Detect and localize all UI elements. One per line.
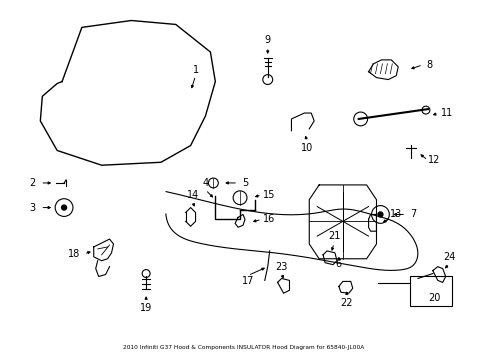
Text: 7: 7 [409, 210, 415, 220]
Circle shape [377, 212, 382, 217]
Text: 9: 9 [264, 35, 270, 45]
Text: 13: 13 [389, 210, 402, 220]
Text: 1: 1 [192, 65, 198, 75]
Circle shape [61, 205, 66, 210]
Text: 20: 20 [428, 293, 440, 303]
Text: 21: 21 [327, 231, 340, 241]
Text: 11: 11 [440, 108, 452, 118]
Text: 6: 6 [335, 259, 341, 269]
Text: 10: 10 [301, 143, 313, 153]
Text: 16: 16 [262, 215, 274, 224]
Text: 15: 15 [262, 190, 275, 200]
Text: 8: 8 [426, 60, 432, 70]
Text: 5: 5 [242, 178, 247, 188]
Text: 19: 19 [140, 303, 152, 313]
Text: 3: 3 [29, 203, 36, 212]
Text: 18: 18 [67, 249, 80, 259]
Text: 24: 24 [443, 252, 455, 262]
Text: 4: 4 [202, 178, 208, 188]
Text: 17: 17 [241, 276, 254, 287]
Text: 2: 2 [29, 178, 36, 188]
Text: 22: 22 [340, 298, 352, 308]
Text: 2010 Infiniti G37 Hood & Components INSULATOR Hood Diagram for 65840-JL00A: 2010 Infiniti G37 Hood & Components INSU… [123, 345, 364, 350]
Bar [409, 276, 451, 306]
Text: 12: 12 [427, 155, 439, 165]
Text: 23: 23 [275, 262, 287, 272]
Text: 14: 14 [186, 190, 198, 200]
